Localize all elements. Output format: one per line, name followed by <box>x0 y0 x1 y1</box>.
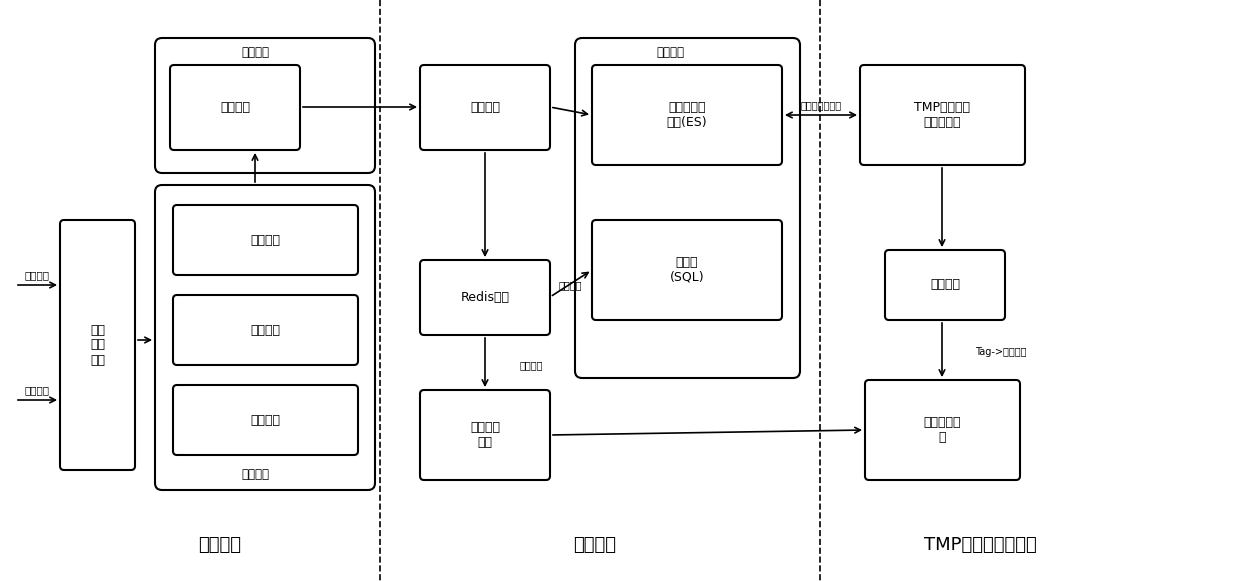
Text: 实时读取: 实时读取 <box>520 360 543 370</box>
Text: 定时刷新: 定时刷新 <box>558 280 582 290</box>
Text: 场景挖掘: 场景挖掘 <box>250 324 280 336</box>
Text: 数据管道: 数据管道 <box>241 45 269 59</box>
Text: Redis存储: Redis存储 <box>460 291 510 304</box>
Text: 挖掘模块: 挖掘模块 <box>198 536 242 554</box>
FancyBboxPatch shape <box>60 220 135 470</box>
Text: 媒资
信息
服务: 媒资 信息 服务 <box>91 324 105 367</box>
Text: TMP管理平台
及询量系统: TMP管理平台 及询量系统 <box>915 101 971 129</box>
FancyBboxPatch shape <box>420 260 551 335</box>
FancyBboxPatch shape <box>174 205 358 275</box>
Text: Tag->场景类型: Tag->场景类型 <box>975 347 1027 357</box>
FancyBboxPatch shape <box>591 65 782 165</box>
FancyBboxPatch shape <box>170 65 300 150</box>
Text: 字幕挖掘: 字幕挖掘 <box>250 414 280 426</box>
Text: 数据中心: 数据中心 <box>573 536 616 554</box>
Text: 标签及库存查询: 标签及库存查询 <box>801 100 842 110</box>
FancyBboxPatch shape <box>420 65 551 150</box>
FancyBboxPatch shape <box>861 65 1025 165</box>
Text: 消息队列: 消息队列 <box>219 101 250 114</box>
FancyBboxPatch shape <box>174 295 358 365</box>
Text: 时刻点
(SQL): 时刻点 (SQL) <box>670 256 704 284</box>
Text: 全量媒资: 全量媒资 <box>25 270 50 280</box>
Text: 数据挖掘: 数据挖掘 <box>241 468 269 482</box>
Text: TMP管理及投放系统: TMP管理及投放系统 <box>924 536 1037 554</box>
Text: 视频媒资: 视频媒资 <box>250 234 280 246</box>
Text: 队列处理: 队列处理 <box>470 101 500 114</box>
FancyBboxPatch shape <box>155 185 374 490</box>
Text: 增量媒资: 增量媒资 <box>25 385 50 395</box>
FancyBboxPatch shape <box>174 385 358 455</box>
Text: 广告投放引
擎: 广告投放引 擎 <box>924 416 961 444</box>
FancyBboxPatch shape <box>591 220 782 320</box>
Text: 在线标签
服务: 在线标签 服务 <box>470 421 500 449</box>
Text: 查询接口: 查询接口 <box>656 45 684 59</box>
Text: 视频内容点
关联(ES): 视频内容点 关联(ES) <box>667 101 707 129</box>
FancyBboxPatch shape <box>575 38 800 378</box>
Text: 订单系统: 订单系统 <box>930 278 960 292</box>
FancyBboxPatch shape <box>866 380 1021 480</box>
FancyBboxPatch shape <box>885 250 1004 320</box>
FancyBboxPatch shape <box>420 390 551 480</box>
FancyBboxPatch shape <box>155 38 374 173</box>
